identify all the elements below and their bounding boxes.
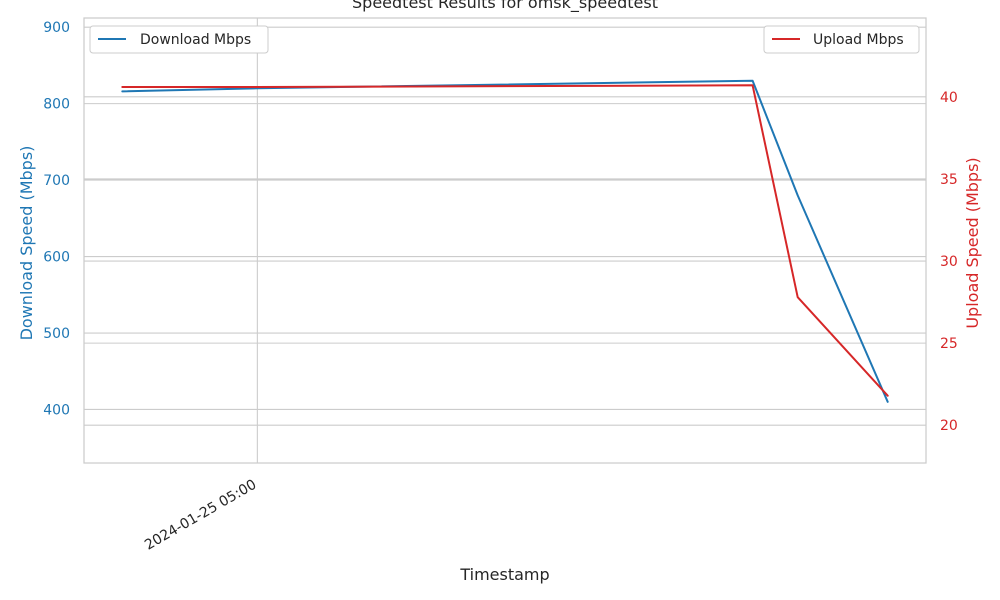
right-tick-label: 20: [940, 418, 958, 434]
left-tick-label: 800: [43, 97, 70, 113]
left-axis-label: Download Speed (Mbps): [17, 146, 36, 341]
right-tick-label: 40: [940, 90, 958, 106]
left-tick-label: 600: [43, 250, 70, 266]
x-tick-label: 2024-01-25 05:00: [142, 477, 259, 554]
legend-download-box: [89, 25, 269, 54]
plot-frame: [83, 17, 927, 464]
legend-upload: Upload Mbps: [763, 25, 920, 54]
download-series-line: [121, 79, 889, 403]
left-tick-label: 700: [43, 173, 70, 189]
right-axis-label: Upload Speed (Mbps): [963, 157, 982, 328]
right-tick-label: 25: [940, 336, 958, 352]
chart-title: Speedtest Results for omsk_speedtest: [352, 0, 658, 13]
left-tick-label: 900: [43, 20, 70, 36]
right-tick-label: 35: [940, 172, 958, 188]
series-layer: [121, 79, 889, 403]
left-tick-label: 500: [43, 326, 70, 342]
ticks-layer: 400 500 600 700 800 900 20 25 30 35 40 2024-01-25 0…: [43, 20, 958, 553]
right-tick-label: 30: [940, 254, 958, 270]
legend-upload-box: [763, 25, 920, 54]
legend-upload-label: Upload Mbps: [813, 32, 904, 48]
legend-download: Download Mbps: [89, 25, 269, 54]
left-tick-label: 400: [43, 402, 70, 418]
x-axis-label: Timestamp: [459, 565, 549, 584]
legend-download-label: Download Mbps: [140, 32, 251, 48]
